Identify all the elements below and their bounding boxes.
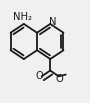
Text: N: N: [49, 17, 56, 27]
Text: O: O: [35, 71, 43, 81]
Text: NH₂: NH₂: [13, 12, 32, 22]
Text: O: O: [55, 74, 63, 84]
